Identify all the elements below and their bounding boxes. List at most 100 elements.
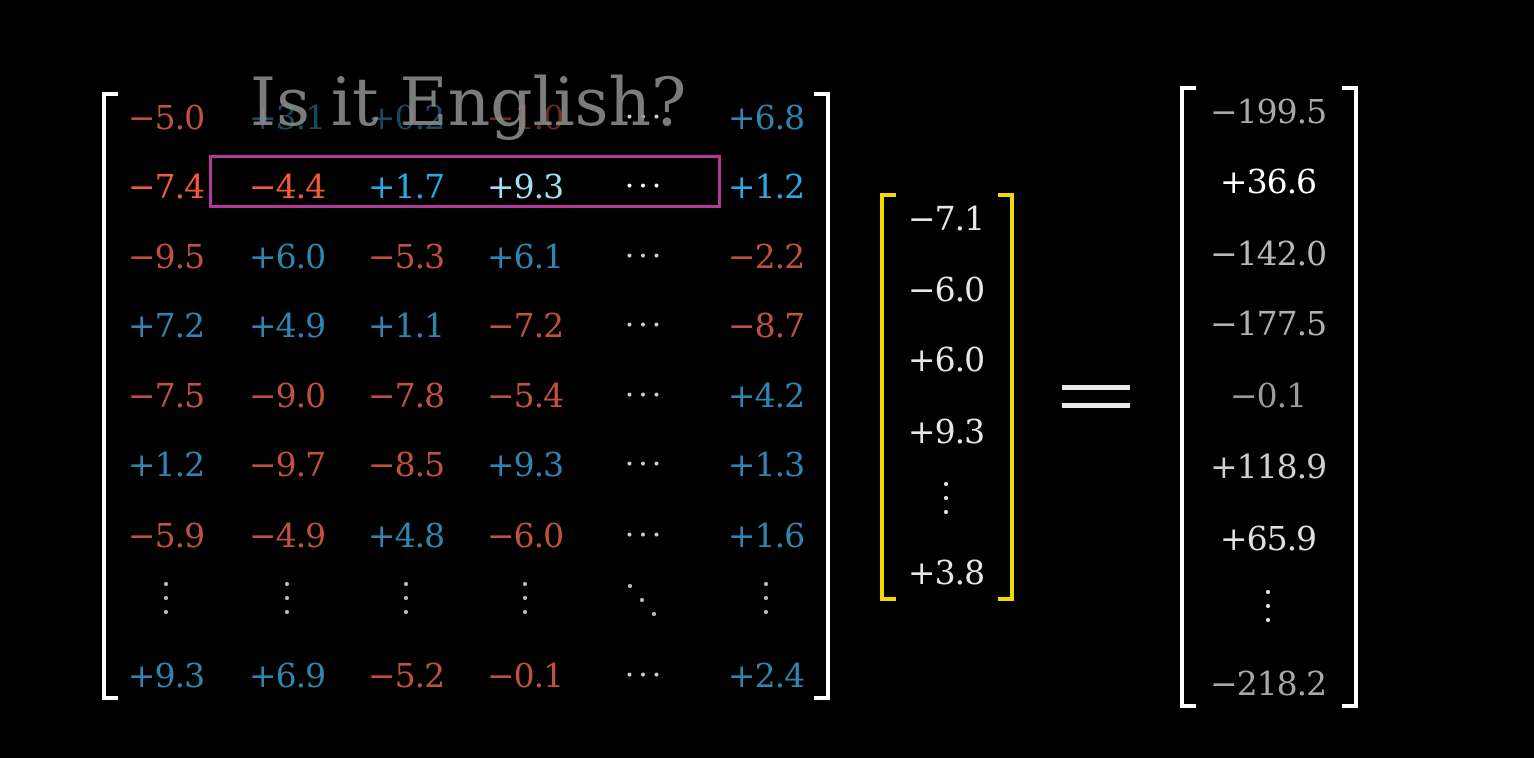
dot — [523, 596, 527, 600]
dot — [404, 582, 408, 586]
dot — [164, 596, 168, 600]
dot — [640, 598, 644, 602]
matrix-cell: +6.1 — [486, 237, 564, 276]
output-vector-entry: +65.9 — [1219, 519, 1317, 558]
matrix-cell: −5.3 — [367, 237, 445, 276]
matrix-cell: −0.1 — [486, 656, 564, 695]
matrix-hdots: ··· — [624, 239, 666, 274]
matrix-vdots — [522, 582, 528, 624]
dot — [523, 610, 527, 614]
matrix-cell: −9.0 — [248, 376, 326, 415]
output-vector-entry: −142.0 — [1209, 234, 1327, 273]
matrix-cell: +2.4 — [727, 656, 805, 695]
input-vector-vdots — [943, 482, 949, 524]
output-vector-vdots — [1265, 590, 1271, 632]
matrix-cell: +1.2 — [127, 445, 205, 484]
matrix-cell: +6.8 — [727, 98, 805, 137]
input-vector-entry: +9.3 — [907, 412, 985, 451]
dot — [764, 582, 768, 586]
matrix-hdots: ··· — [624, 169, 666, 204]
matrix-hdots: ··· — [624, 100, 666, 135]
matrix-cell: −8.5 — [367, 445, 445, 484]
row-highlight-box — [209, 155, 721, 208]
matrix-vdots — [763, 582, 769, 624]
matrix-cell: −6.0 — [486, 516, 564, 555]
dot — [404, 610, 408, 614]
matrix-vdots — [284, 582, 290, 624]
dot — [164, 582, 168, 586]
dot — [628, 584, 632, 588]
output-vector-entry: −177.5 — [1209, 304, 1327, 343]
vector-left-bracket — [880, 193, 896, 601]
input-vector-entry: −7.1 — [907, 199, 985, 238]
matrix-cell: −4.9 — [248, 516, 326, 555]
matrix-cell: +1.3 — [727, 445, 805, 484]
dot — [285, 582, 289, 586]
matrix-cell: +1.2 — [727, 167, 805, 206]
matrix-cell: +0.2 — [367, 98, 445, 137]
dot — [285, 610, 289, 614]
matrix-cell: +3.1 — [248, 98, 326, 137]
vector-right-bracket — [998, 193, 1014, 601]
matrix-cell: +9.3 — [486, 167, 564, 206]
dot — [1266, 590, 1270, 594]
output-left-bracket — [1180, 86, 1196, 708]
matrix-cell: −7.5 — [127, 376, 205, 415]
output-vector-entry: +36.6 — [1219, 162, 1317, 201]
matrix-hdots: ··· — [624, 378, 666, 413]
dot — [1266, 604, 1270, 608]
matrix-left-bracket — [102, 92, 118, 700]
matrix-cell: +6.9 — [248, 656, 326, 695]
matrix-hdots: ··· — [624, 658, 666, 693]
matrix-cell: −1.0 — [486, 98, 564, 137]
input-vector-entry: −6.0 — [907, 270, 985, 309]
matrix-diagonal-dots — [628, 584, 668, 624]
matrix-right-bracket — [814, 92, 830, 700]
output-right-bracket — [1342, 86, 1358, 708]
dot — [1266, 618, 1270, 622]
matrix-cell: +1.7 — [367, 167, 445, 206]
matrix-cell: +4.8 — [367, 516, 445, 555]
dot — [164, 610, 168, 614]
matrix-vdots — [163, 582, 169, 624]
matrix-cell: +1.1 — [367, 306, 445, 345]
dot — [944, 496, 948, 500]
dot — [404, 596, 408, 600]
matrix-cell: +9.3 — [127, 656, 205, 695]
matrix-cell: −5.0 — [127, 98, 205, 137]
matrix-cell: +6.0 — [248, 237, 326, 276]
output-vector-entry: −218.2 — [1209, 664, 1327, 703]
matrix-cell: +4.2 — [727, 376, 805, 415]
matrix-hdots: ··· — [624, 447, 666, 482]
matrix-cell: −5.2 — [367, 656, 445, 695]
dot — [944, 482, 948, 486]
matrix-cell: +9.3 — [486, 445, 564, 484]
matrix-cell: −7.4 — [127, 167, 205, 206]
matrix-cell: −5.4 — [486, 376, 564, 415]
output-vector-entry: −0.1 — [1229, 376, 1307, 415]
matrix-cell: +4.9 — [248, 306, 326, 345]
equals-sign-top — [1062, 385, 1130, 390]
matrix-vdots — [403, 582, 409, 624]
matrix-cell: −5.9 — [127, 516, 205, 555]
matrix-cell: +7.2 — [127, 306, 205, 345]
output-vector-entry: −199.5 — [1209, 92, 1327, 131]
matrix-cell: −2.2 — [727, 237, 805, 276]
matrix-cell: +1.6 — [727, 516, 805, 555]
dot — [285, 596, 289, 600]
dot — [652, 612, 656, 616]
matrix-cell: −9.7 — [248, 445, 326, 484]
input-vector-entry: +6.0 — [907, 340, 985, 379]
dot — [764, 596, 768, 600]
output-vector-entry: +118.9 — [1209, 447, 1327, 486]
matrix-cell: −9.5 — [127, 237, 205, 276]
dot — [944, 510, 948, 514]
matrix-cell: −4.4 — [248, 167, 326, 206]
equals-sign-bottom — [1062, 403, 1130, 408]
dot — [523, 582, 527, 586]
question-title: Is it English? — [250, 64, 687, 141]
input-vector-entry: +3.8 — [907, 553, 985, 592]
matrix-cell: −7.2 — [486, 306, 564, 345]
matrix-hdots: ··· — [624, 518, 666, 553]
